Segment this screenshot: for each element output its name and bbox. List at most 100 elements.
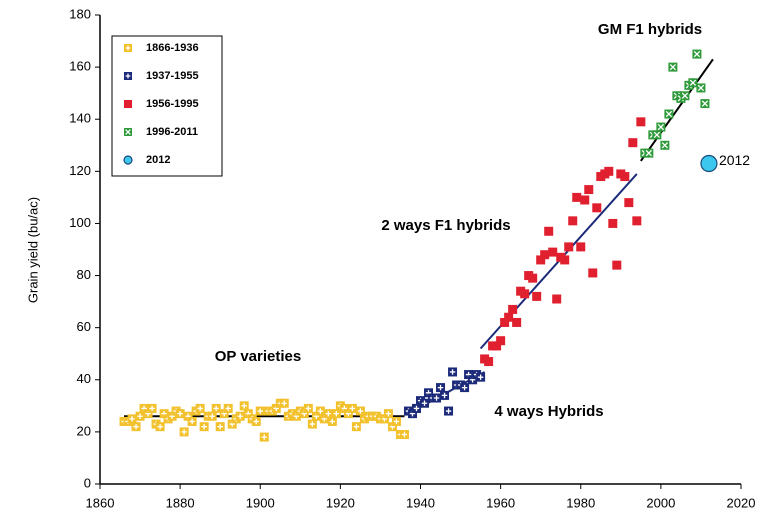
marker-glyph: [133, 423, 139, 430]
point: [383, 409, 393, 419]
annotation: OP varieties: [215, 348, 301, 365]
point: [399, 429, 409, 439]
point: [700, 99, 710, 109]
point: [564, 242, 574, 252]
marker-shape: [584, 185, 594, 195]
marker-shape: [604, 166, 614, 176]
marker-glyph: [449, 369, 456, 375]
legend-label: 1996-2011: [146, 126, 198, 138]
marker-glyph: [217, 423, 223, 430]
point: [207, 411, 217, 421]
point: [548, 247, 558, 257]
marker-glyph: [181, 429, 187, 435]
point: [500, 317, 510, 327]
point: [460, 383, 470, 393]
marker-glyph: [257, 408, 263, 414]
point: [235, 411, 245, 421]
point: [251, 416, 261, 426]
marker-shape: [548, 247, 558, 257]
point: [223, 403, 233, 413]
legend-entry: 1937-1955: [124, 70, 199, 82]
point: [179, 427, 189, 437]
marker-glyph: [349, 405, 356, 412]
marker-glyph: [137, 413, 143, 419]
point: [632, 216, 642, 226]
marker-glyph: [329, 418, 336, 425]
marker-shape: [572, 192, 582, 202]
point: [420, 398, 430, 408]
marker-glyph: [393, 418, 400, 425]
annotation: 4 ways Hybrids: [494, 403, 603, 420]
y-tick-label: 180: [69, 6, 91, 21]
point: [644, 148, 654, 158]
marker-glyph: [333, 410, 340, 417]
marker-glyph: [653, 131, 661, 139]
marker-glyph: [697, 84, 705, 92]
point: [532, 291, 542, 301]
point: [355, 406, 365, 416]
marker-glyph: [201, 423, 207, 430]
marker-glyph: [385, 410, 392, 417]
marker-shape: [700, 154, 718, 173]
y-tick-label: 0: [84, 475, 91, 490]
marker-shape: [520, 289, 530, 299]
legend-entry: 1866-1936: [124, 42, 199, 54]
point: [303, 403, 313, 413]
point: [580, 195, 590, 205]
point: [444, 406, 454, 416]
point: [448, 367, 458, 377]
y-tick-label: 160: [69, 59, 91, 74]
x-tick-label: 1860: [86, 495, 115, 510]
point: [347, 403, 357, 413]
marker-glyph: [197, 405, 203, 412]
marker-glyph: [213, 405, 219, 412]
point: [560, 255, 570, 265]
marker-glyph: [189, 418, 195, 425]
marker-glyph: [645, 149, 653, 157]
annotation: 2 ways F1 hybrids: [381, 217, 510, 234]
point: [620, 172, 630, 182]
marker-glyph: [157, 423, 163, 430]
point: [187, 416, 197, 426]
point: [323, 409, 333, 419]
marker-shape: [528, 273, 538, 283]
point: [552, 294, 562, 304]
point: [652, 130, 662, 140]
y-tick-label: 20: [77, 423, 91, 438]
marker-shape: [576, 242, 586, 252]
point: [576, 242, 586, 252]
marker-glyph: [669, 63, 677, 71]
point: [131, 422, 141, 432]
point: [680, 91, 690, 101]
y-tick-label: 100: [69, 215, 91, 230]
marker-glyph: [461, 384, 468, 391]
marker-glyph: [681, 92, 689, 99]
point: [432, 393, 442, 403]
marker-shape: [492, 341, 502, 351]
marker-glyph: [701, 100, 709, 107]
point: [476, 372, 486, 382]
point: [259, 432, 269, 442]
point: [307, 419, 317, 429]
x-tick-label: 1960: [486, 495, 515, 510]
marker-glyph: [253, 418, 259, 425]
point: [612, 260, 622, 270]
point: [135, 411, 145, 421]
marker-glyph: [657, 123, 665, 131]
marker-glyph: [237, 413, 243, 419]
marker-glyph: [445, 408, 452, 414]
marker-glyph: [241, 403, 247, 409]
y-tick-label: 120: [69, 163, 91, 178]
marker-glyph: [177, 410, 183, 417]
marker-shape: [564, 242, 574, 252]
marker-glyph: [413, 405, 420, 412]
marker-glyph: [325, 410, 332, 417]
point: [544, 226, 554, 236]
point: [239, 401, 249, 411]
point: [692, 49, 702, 59]
x-tick-label: 1900: [246, 495, 275, 510]
point: [664, 109, 674, 119]
legend-entry: 1996-2011: [124, 126, 198, 138]
point: [608, 218, 618, 228]
point: [504, 312, 514, 322]
